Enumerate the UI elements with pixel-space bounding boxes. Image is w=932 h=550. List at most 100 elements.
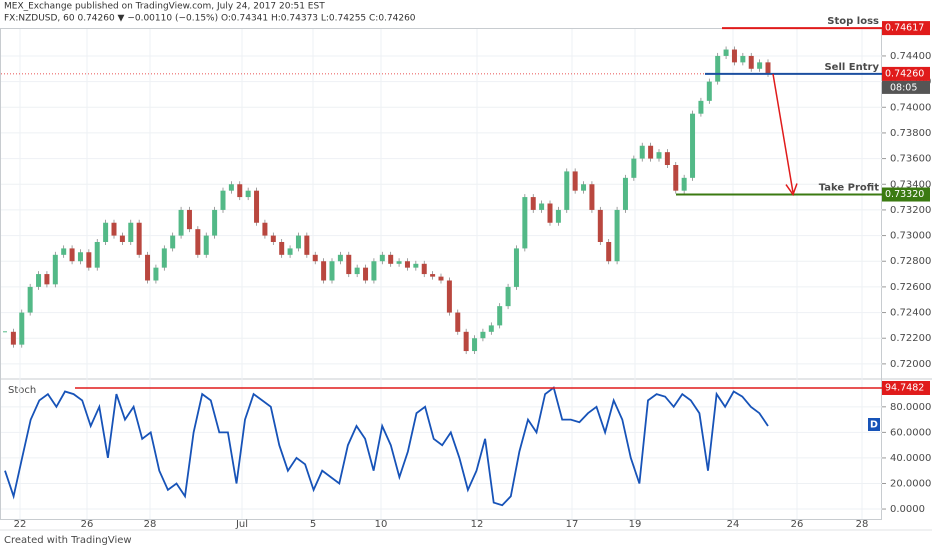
candle — [572, 171, 578, 191]
candle — [86, 252, 92, 268]
y-tick-label: 80.0000 — [890, 402, 931, 413]
candle — [270, 235, 276, 242]
y-tick-label: 0.73800 — [890, 128, 931, 139]
badge-label: D — [870, 420, 878, 431]
candle — [698, 100, 704, 114]
candle — [321, 261, 327, 281]
y-tick-label: 0.73400 — [890, 179, 931, 190]
badge — [868, 418, 880, 431]
candle — [178, 209, 184, 236]
x-tick-label: 22 — [14, 519, 27, 530]
candle — [480, 331, 486, 339]
candle — [245, 190, 251, 198]
y-tick-label: 60.0000 — [890, 427, 931, 438]
candle — [681, 177, 687, 191]
candle — [765, 62, 771, 74]
candle — [581, 184, 587, 191]
candle — [354, 267, 360, 275]
candle — [421, 263, 427, 275]
candle — [363, 267, 369, 281]
candle — [589, 184, 595, 210]
candle — [757, 62, 763, 69]
candle — [203, 235, 209, 255]
candle — [36, 274, 42, 287]
x-tick-label: 26 — [81, 519, 94, 530]
candle — [639, 145, 645, 159]
arrow-head — [785, 183, 798, 197]
price-tag-label: 94.7482 — [885, 382, 924, 393]
symbol-info: FX:NZDUSD, 60 0.74260 ▼ −0.00110 (−0.15%… — [4, 14, 416, 24]
candle — [346, 254, 352, 275]
y-tick-label: 0.72400 — [890, 308, 931, 319]
candle — [631, 158, 637, 178]
price-tag — [882, 380, 930, 395]
candle — [547, 203, 553, 223]
candle — [77, 252, 83, 262]
x-tick-label: 10 — [375, 519, 388, 530]
candle — [413, 263, 419, 268]
candle — [19, 312, 25, 345]
candle — [488, 325, 494, 332]
price-tag — [882, 187, 930, 202]
price-tag-label: 0.74260 — [885, 68, 924, 79]
candle — [161, 248, 167, 268]
candle — [254, 190, 260, 223]
x-tick-label: 26 — [791, 519, 804, 530]
plot-frame — [0, 28, 882, 520]
candle — [648, 145, 654, 159]
arrow — [772, 73, 794, 193]
candle — [731, 49, 737, 63]
candle — [94, 241, 100, 268]
candle — [337, 254, 343, 262]
candle — [673, 165, 679, 191]
candle — [430, 274, 436, 277]
candle — [656, 152, 662, 159]
y-tick-label: 0.74400 — [890, 51, 931, 62]
y-tick-label: 0.73600 — [890, 154, 931, 165]
candle — [723, 49, 729, 56]
candle — [69, 248, 75, 262]
candle — [564, 171, 570, 210]
candle — [52, 254, 58, 285]
x-tick-label: 28 — [144, 519, 157, 530]
y-tick-label: 20.0000 — [890, 478, 931, 489]
candle — [262, 222, 268, 236]
publish-info: MEX_Exchange published on TradingView.co… — [4, 2, 325, 12]
candle — [61, 248, 67, 255]
candle — [237, 184, 243, 198]
y-tick-label: 0.72200 — [890, 333, 931, 344]
candle — [153, 267, 159, 281]
candle — [287, 248, 293, 255]
x-tick-label: 24 — [727, 519, 740, 530]
candle — [27, 286, 33, 313]
candle — [748, 55, 754, 69]
x-tick-label: 28 — [856, 519, 869, 530]
y-tick-label: 0.72000 — [890, 359, 931, 370]
candle — [312, 254, 318, 262]
y-tick-label: 0.72800 — [890, 256, 931, 267]
x-tick-label: Jul — [235, 519, 248, 530]
y-tick-label: 40.0000 — [890, 453, 931, 464]
candle — [530, 197, 536, 210]
candle — [740, 55, 746, 63]
candle — [664, 152, 670, 166]
price-tag — [882, 21, 930, 36]
candle — [295, 235, 301, 249]
time-tag — [882, 80, 930, 94]
candle — [555, 209, 561, 223]
stoch-line — [4, 386, 769, 507]
candle — [145, 254, 151, 281]
candle — [404, 261, 410, 268]
price-tag — [882, 66, 930, 81]
candle — [379, 254, 385, 262]
candle — [10, 331, 16, 345]
candle — [279, 241, 285, 255]
candle — [455, 312, 461, 332]
x-tick-label: 5 — [310, 519, 316, 530]
candle — [706, 81, 712, 101]
x-tick-label: 17 — [566, 519, 579, 530]
candle — [606, 241, 612, 262]
candle — [228, 184, 234, 191]
